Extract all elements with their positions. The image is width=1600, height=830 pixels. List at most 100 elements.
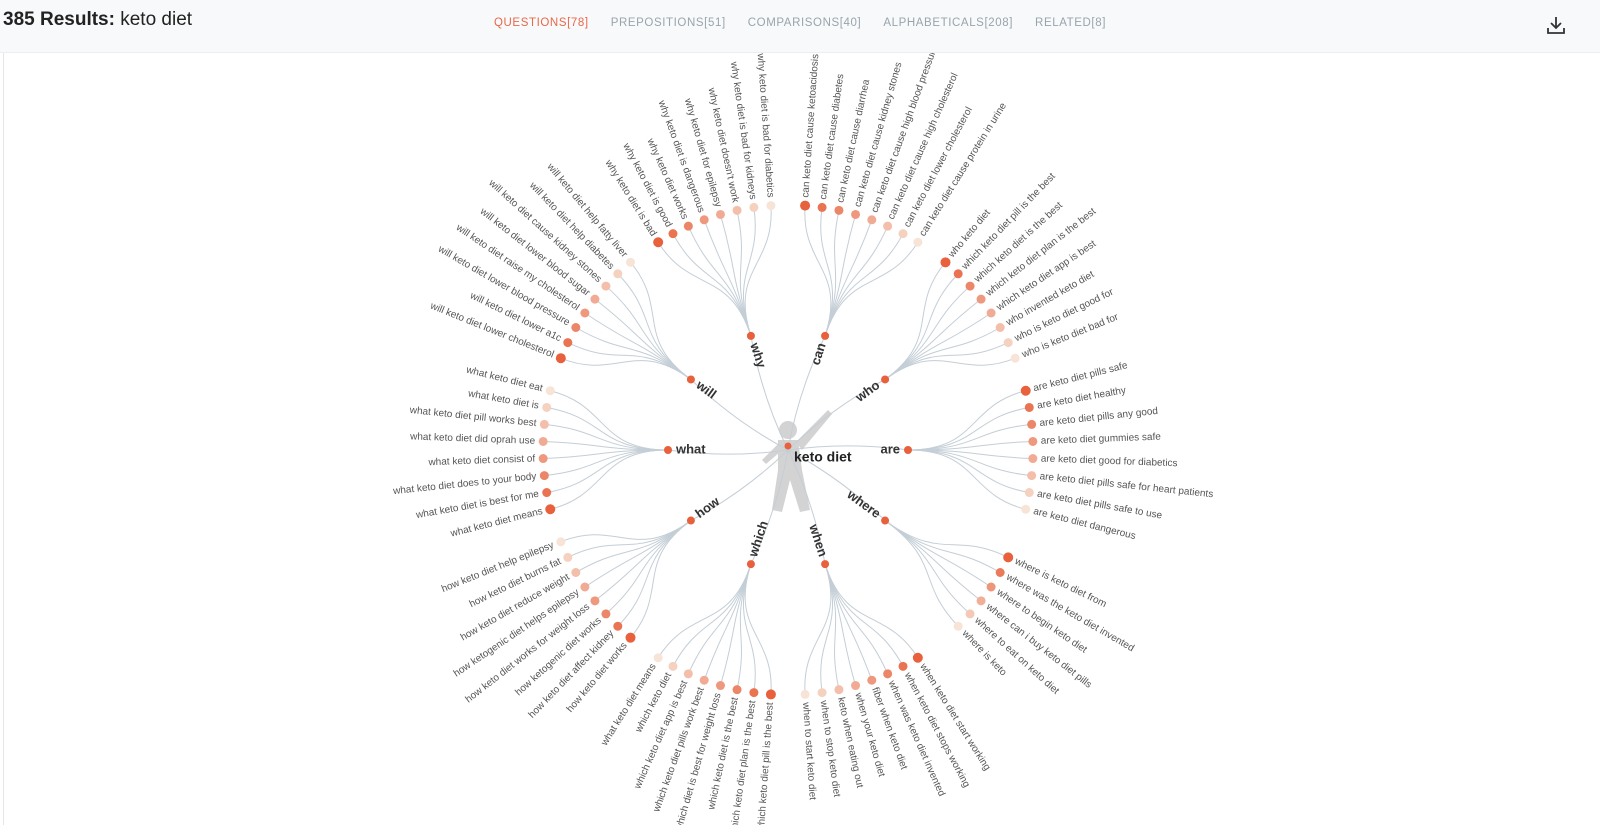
leaf-dot [613, 621, 623, 631]
leaf-dot [898, 229, 908, 239]
leaf-line [575, 327, 692, 380]
leaf-line [884, 520, 1009, 558]
leaf-line [719, 563, 752, 686]
leaf-dot [1010, 353, 1020, 363]
leaf-dot [571, 568, 581, 577]
leaf-line [703, 219, 752, 337]
leaf-dot [715, 681, 725, 691]
leaf-line [907, 390, 1026, 451]
trunk-line [690, 379, 789, 451]
branch-label: which [745, 519, 771, 560]
branch-dot [881, 375, 890, 384]
leaf-line [657, 241, 752, 337]
branch-dot [746, 331, 755, 340]
leaf-dot [953, 269, 963, 279]
leaf-dot [851, 209, 861, 219]
leaf-label: can keto diet cause ketoacidosis [800, 54, 821, 198]
leaf-dot [555, 353, 566, 364]
trunk-line [750, 335, 789, 451]
branch-label: who [852, 377, 883, 405]
leaf-label: what keto diet consist of [427, 453, 535, 468]
branch-dot [821, 560, 830, 569]
leaf-dot [683, 669, 693, 679]
leaf-dot [867, 215, 877, 225]
leaf-dot [545, 386, 555, 396]
leaf-line [820, 207, 834, 337]
tab[interactable]: QUESTIONS[78] [493, 17, 589, 29]
leaf-line [544, 423, 669, 451]
leaf-dot [563, 338, 573, 348]
trunk-line [787, 335, 826, 451]
trunk-line [787, 449, 826, 565]
leaf-line [824, 214, 857, 337]
leaf-line [744, 205, 772, 337]
leaf-dot [590, 294, 600, 304]
tab[interactable]: PREPOSITIONS[51] [610, 17, 726, 29]
leaf-dot [749, 688, 759, 698]
leaf-dot [766, 201, 776, 211]
leaf-dot [749, 202, 759, 212]
leaf-dot [668, 229, 678, 239]
leaf-line [884, 520, 959, 627]
leaf-dot [683, 221, 693, 231]
leaf-dot [1027, 471, 1037, 481]
leaf-line [907, 423, 1032, 451]
leaf-line [742, 563, 756, 693]
leaf-line [630, 261, 692, 380]
connectors [543, 205, 1033, 695]
leaf-line [584, 312, 692, 380]
leaf-dot [953, 621, 963, 631]
leaf-dot [800, 200, 811, 211]
tab[interactable]: COMPARISONS[40] [747, 17, 862, 29]
leaf-dot [912, 652, 923, 663]
leaf-dot [1020, 385, 1031, 396]
leaf-dot [1003, 338, 1013, 348]
leaf-line [884, 520, 992, 588]
trunk-line [690, 449, 789, 521]
leaf-label: who is keto diet bad for [1020, 311, 1121, 360]
leaf-dot [542, 488, 552, 498]
leaf-dot [898, 661, 908, 671]
leaf-dot [883, 669, 893, 679]
leaf-line [824, 563, 904, 667]
leaf-dot [1021, 504, 1031, 514]
branch-label: where [844, 486, 884, 521]
leaf-line [884, 298, 982, 380]
branch-dot [746, 560, 755, 569]
leaf-label: are keto diet good for diabetics [1041, 453, 1178, 469]
leaf-label: are keto diet pills any good [1039, 406, 1158, 429]
leaf-label: what keto diet did oprah use [409, 431, 536, 446]
leaf-dot [1028, 454, 1038, 464]
leaf-dot [571, 323, 581, 332]
tab[interactable]: RELATED[8] [1035, 17, 1107, 29]
download-button[interactable] [1546, 15, 1566, 35]
leaf-dot [817, 202, 827, 212]
trunk-line [667, 449, 789, 455]
leaf-dot [668, 661, 678, 671]
trunk-line [787, 379, 886, 451]
header: 385 Results: keto diet QUESTIONS[78] PREP… [0, 0, 1600, 53]
branch-label: how [692, 493, 723, 521]
tab[interactable]: ALPHABETICALS[208] [883, 17, 1014, 29]
leaf-line [544, 449, 669, 477]
leaf-dot [699, 215, 709, 225]
branch-label: are [880, 441, 900, 456]
leaf-line [884, 261, 946, 380]
results-count: 385 Results: [3, 9, 115, 30]
leaf-dot [545, 504, 556, 515]
leaf-line [567, 342, 692, 380]
center-dot [784, 442, 792, 450]
leaf-label: what keto diet is [466, 388, 540, 411]
leaf-dot [817, 688, 827, 698]
branch-label: why [747, 340, 770, 370]
leaf-dot [1024, 488, 1034, 498]
leaf-line [744, 563, 772, 695]
leaf-dot [601, 609, 611, 619]
trunk-line [787, 449, 886, 521]
leaf-label: what keto diet pill works best [408, 405, 537, 429]
leaf-line [804, 563, 832, 695]
branch-dot [821, 331, 830, 340]
leaf-dot [1028, 436, 1038, 446]
leaf-dot [1027, 419, 1037, 429]
